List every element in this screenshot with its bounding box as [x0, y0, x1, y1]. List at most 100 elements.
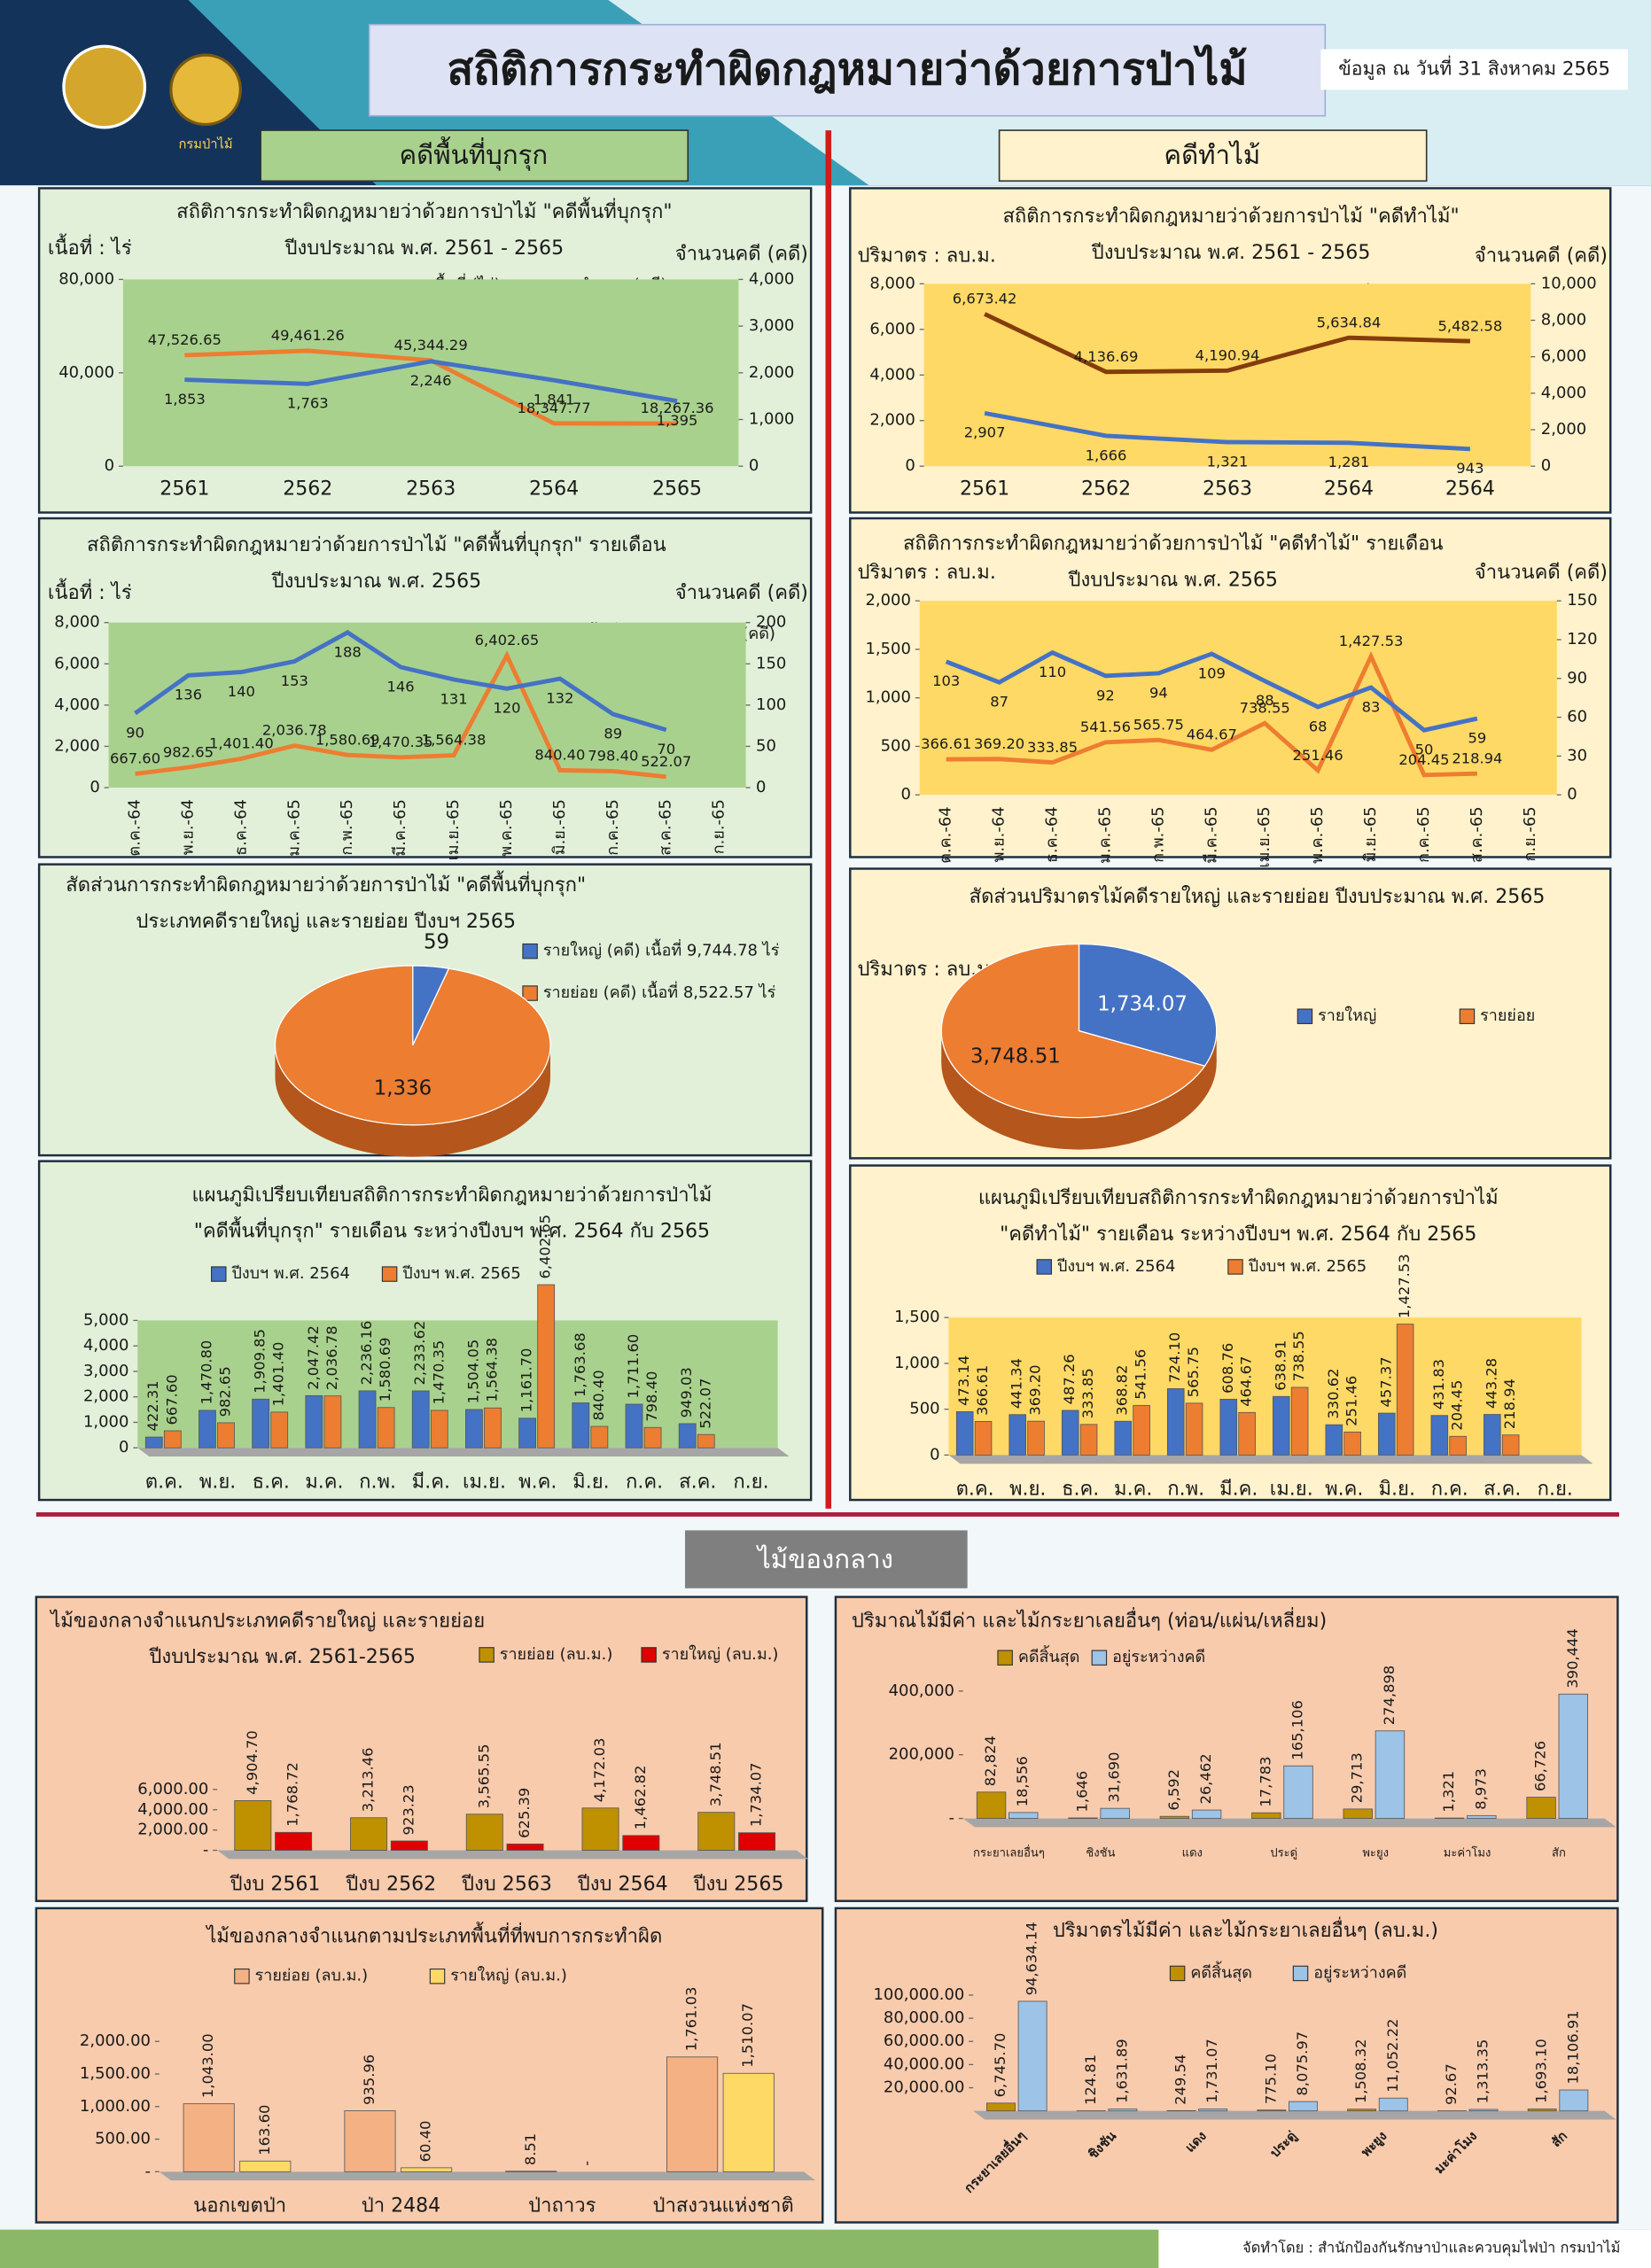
data-label: 840.40 — [534, 747, 585, 764]
chart-title: ไม้ของกลางจำแนกตามประเภทพื้นที่ที่พบการก… — [205, 1922, 662, 1948]
chart-title: สถิติการกระทำผิดกฎหมายว่าด้วยการป่าไม้ "… — [1002, 205, 1459, 228]
x-tick-label: ส.ค.-65 — [1468, 806, 1486, 863]
legend-swatch — [479, 1647, 495, 1663]
section-box — [998, 129, 1428, 183]
data-label: 1,768.72 — [284, 1762, 301, 1827]
data-label: 29,713 — [1349, 1752, 1366, 1803]
x-tick-label: ประดู่ — [1270, 1846, 1297, 1860]
chart-title: ปริมาตรไม้มีค่า และไม้กระยาเลยอื่นๆ (ลบ.… — [1053, 1916, 1438, 1942]
legend-label: อยู่ระหว่างคดี — [1112, 1648, 1205, 1666]
data-label: 541.56 — [1133, 1349, 1149, 1400]
legend-swatch — [997, 1650, 1013, 1666]
legend-label: ปีงบฯ พ.ศ. 2565 — [1248, 1257, 1367, 1276]
bar — [377, 1407, 395, 1449]
data-label: 1,401.40 — [270, 1342, 287, 1407]
y-tick-label: 6,000 — [869, 320, 915, 338]
bar — [625, 1403, 643, 1449]
data-label: 1,336 — [374, 1076, 432, 1099]
data-label: 667.60 — [163, 1374, 180, 1425]
y-tick-label: 8,000 — [54, 613, 99, 632]
x-tick-label: พ.ย.-64 — [990, 806, 1009, 862]
data-label: 1,281 — [1328, 454, 1370, 470]
data-label: 330.62 — [1325, 1368, 1342, 1418]
data-label: 60.40 — [417, 2121, 434, 2163]
date: ข้อมูล ณ วันที่ 31 สิงหาคม 2565 — [1338, 55, 1610, 80]
line-series — [984, 312, 1470, 375]
logo — [62, 44, 147, 129]
bar — [484, 1407, 502, 1449]
bar — [1283, 1765, 1313, 1819]
x-tick-label: ก.ย. — [733, 1471, 768, 1493]
legend-swatch — [1227, 1259, 1243, 1275]
logo — [169, 53, 242, 127]
data-label: 17,783 — [1257, 1757, 1273, 1807]
bar — [738, 1832, 776, 1851]
plot-floor — [217, 1850, 808, 1860]
x-tick-label: 2564 — [1324, 478, 1374, 500]
y-tick-label: 0 — [119, 1438, 128, 1456]
data-label: 89 — [604, 725, 622, 742]
line-series — [945, 649, 1478, 733]
y-tick-label: 2,000 — [865, 591, 910, 610]
legend-label: รายใหญ่ (คดี) เนื้อที่ 9,744.78 ไร่ — [543, 939, 780, 960]
chart-subtitle: "คดีทำไม้" รายเดือน ระหว่างปีงบฯ พ.ศ. 25… — [1000, 1223, 1476, 1246]
y2-tick-label: 0 — [749, 456, 759, 475]
x-tick-label: พ.ค. — [518, 1471, 557, 1493]
x-tick-label: กระยาเลยอื่นๆ — [973, 1844, 1045, 1860]
data-label: 667.60 — [110, 750, 160, 767]
bar — [697, 1433, 715, 1449]
bar — [506, 1843, 544, 1851]
y-tick-label: 8,000 — [869, 274, 915, 292]
bar — [955, 1411, 974, 1456]
data-label: 6,745.70 — [992, 2033, 1009, 2098]
data-label: 3,748.51 — [970, 1045, 1061, 1068]
x-tick-label: ม.ค. — [305, 1471, 343, 1493]
bar — [1526, 1797, 1556, 1819]
x-tick-label: ส.ค. — [679, 1471, 716, 1493]
legend-swatch — [1459, 1008, 1476, 1024]
data-label: 31,690 — [1106, 1752, 1123, 1803]
chart-subtitle: ปีงบประมาณ พ.ศ. 2561 - 2565 — [1091, 242, 1371, 264]
x-tick-label: 2564 — [1445, 478, 1495, 500]
data-label: 3,565.55 — [475, 1744, 492, 1808]
bar — [572, 1402, 590, 1449]
data-label: 249.54 — [1172, 2054, 1189, 2105]
page-title: สถิติการกระทำผิดกฎหมายว่าด้วยการป่าไม้ — [447, 43, 1247, 95]
data-label: 90 — [126, 725, 144, 742]
x-tick-label: เม.ย. — [1270, 1479, 1313, 1501]
x-tick-label: ปีงบ 2561 — [229, 1874, 320, 1896]
chart-subtitle: ปีงบประมาณ พ.ศ. 2565 — [271, 571, 482, 593]
y-tick-label: 1,500.00 — [80, 2064, 151, 2083]
bar — [1257, 2109, 1287, 2112]
bar — [1468, 2109, 1499, 2112]
data-label: 109 — [1198, 664, 1226, 681]
chart-title: ไม้ของกลางจำแนกประเภทคดีรายใหญ่ และรายย่… — [49, 1609, 485, 1632]
bar — [163, 1430, 182, 1449]
data-label: 132 — [546, 689, 573, 706]
data-label: 935.96 — [361, 2054, 378, 2105]
bar — [275, 1831, 313, 1851]
data-label: 3,213.46 — [360, 1748, 377, 1813]
footer-box — [1158, 2229, 1651, 2268]
legend-label: รายใหญ่ (ลบ.ม.) — [450, 1966, 567, 1985]
data-label: 982.65 — [217, 1366, 234, 1417]
y-tick-label: - — [203, 1841, 208, 1860]
legend-swatch — [234, 1968, 250, 1984]
bar — [581, 1807, 619, 1851]
data-label: 1,731.07 — [1203, 2039, 1220, 2103]
data-label: - — [578, 2161, 595, 2166]
y2-tick-label: 100 — [756, 695, 786, 714]
x-tick-label: มิ.ย.-65 — [550, 799, 569, 855]
y-tick-label: 1,500 — [894, 1308, 939, 1326]
legend-label: รายย่อย — [1480, 1006, 1535, 1025]
data-label: 1,508.32 — [1352, 2039, 1369, 2103]
bar — [1219, 1398, 1238, 1456]
x-tick-label: ป่า 2484 — [362, 2195, 441, 2218]
data-label: 473.14 — [955, 1355, 972, 1406]
x-tick-label: 2564 — [529, 478, 579, 500]
bar — [974, 1421, 993, 1456]
y-tick-label: 4,000 — [83, 1336, 128, 1355]
bar — [1559, 2089, 1589, 2112]
x-tick-label: ธ.ค.-64 — [231, 799, 250, 856]
y2-tick-label: 2,000 — [749, 363, 794, 382]
